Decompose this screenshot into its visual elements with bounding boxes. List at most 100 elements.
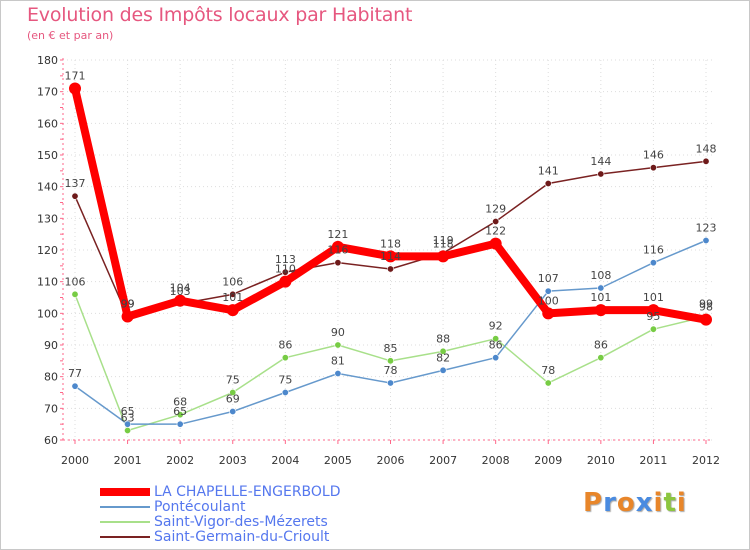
data-point (124, 426, 132, 434)
legend-label: Saint-Vigor-des-Mézerets (154, 514, 328, 530)
data-label: 101 (222, 291, 243, 304)
data-label: 108 (590, 269, 611, 282)
legend-item-saint-germain-du-crioult: Saint-Germain-du-Crioult (100, 529, 430, 545)
data-label: 68 (173, 396, 187, 409)
data-label: 106 (222, 275, 243, 288)
data-label: 104 (170, 282, 191, 295)
data-label: 141 (538, 165, 559, 178)
data-point (386, 265, 394, 273)
data-label: 116 (643, 244, 664, 257)
data-label: 88 (436, 332, 450, 345)
x-tick-label: 2011 (639, 454, 667, 467)
legend-swatch (100, 506, 150, 508)
data-point (492, 218, 500, 226)
data-label: 144 (590, 155, 611, 168)
data-label: 107 (538, 272, 559, 285)
data-label: 86 (489, 339, 503, 352)
data-point (384, 250, 397, 263)
data-point (176, 420, 184, 428)
data-label: 99 (121, 298, 135, 311)
data-label: 78 (541, 364, 555, 377)
data-label: 65 (173, 405, 187, 418)
y-tick-label: 100 (37, 307, 58, 320)
data-point (281, 388, 289, 396)
x-tick-label: 2007 (429, 454, 457, 467)
data-label: 65 (121, 405, 135, 418)
data-label: 116 (327, 244, 348, 257)
data-label: 113 (275, 253, 296, 266)
data-point (647, 304, 660, 317)
data-point (597, 354, 605, 362)
data-label: 98 (699, 301, 713, 314)
legend-label: Saint-Germain-du-Crioult (154, 529, 330, 545)
data-point (71, 192, 79, 200)
y-tick-label: 130 (37, 212, 58, 225)
data-point (437, 250, 450, 263)
logo-letter: t (663, 488, 677, 518)
y-tick-label: 170 (37, 86, 58, 99)
data-point (229, 290, 237, 298)
data-label: 75 (226, 374, 240, 387)
data-label: 101 (643, 291, 664, 304)
data-point (334, 259, 342, 267)
y-tick-label: 70 (44, 402, 58, 415)
logo-letter: P (583, 488, 604, 518)
data-label: 122 (485, 225, 506, 238)
data-point (281, 354, 289, 362)
x-tick-label: 2004 (271, 454, 299, 467)
x-tick-label: 2010 (587, 454, 615, 467)
x-tick-label: 2006 (377, 454, 405, 467)
logo-letter: o (616, 488, 636, 518)
data-label: 85 (384, 342, 398, 355)
data-point (439, 366, 447, 374)
legend-item-pontecoulant: Pontécoulant (100, 499, 430, 515)
data-point (121, 310, 134, 323)
data-label: 114 (380, 250, 401, 263)
data-label: 103 (170, 285, 191, 298)
legend-label: LA CHAPELLE-ENGERBOLD (154, 484, 341, 500)
data-label: 171 (65, 70, 86, 83)
data-label: 123 (696, 222, 717, 235)
data-point (649, 259, 657, 267)
data-label: 63 (121, 412, 135, 425)
data-point (544, 287, 552, 295)
data-label: 119 (433, 234, 454, 247)
x-tick-label: 2005 (324, 454, 352, 467)
data-point (597, 284, 605, 292)
data-point (544, 379, 552, 387)
data-label: 82 (436, 351, 450, 364)
data-point (702, 237, 710, 245)
data-label: 110 (275, 263, 296, 276)
data-point (489, 237, 502, 250)
data-label: 148 (696, 142, 717, 155)
x-tick-label: 2003 (219, 454, 247, 467)
data-label: 146 (643, 149, 664, 162)
line-chart: 60 70 80 90 100 110 120 130 140 150 160 170 180 2000 2… (37, 54, 720, 467)
x-tick-label: 2002 (166, 454, 194, 467)
y-tick-label: 80 (44, 371, 58, 384)
data-point (544, 180, 552, 188)
data-label: 101 (590, 291, 611, 304)
data-point (229, 388, 237, 396)
data-label: 78 (384, 364, 398, 377)
y-tick-label: 150 (37, 149, 58, 162)
data-point (700, 313, 712, 326)
y-tick-label: 140 (37, 181, 58, 194)
data-label: 100 (538, 294, 559, 307)
data-label: 90 (331, 326, 345, 339)
data-label: 106 (65, 275, 86, 288)
data-label: 121 (327, 228, 348, 241)
data-point (702, 157, 710, 165)
data-label: 86 (594, 339, 608, 352)
chart-title: Evolution des Impôts locaux par Habitant (27, 4, 413, 26)
x-tick-label: 2008 (482, 454, 510, 467)
logo-letter: i (676, 488, 687, 518)
data-point (176, 411, 184, 419)
data-point (386, 357, 394, 365)
legend-item-la-chapelle-engerbold: LA CHAPELLE-ENGERBOLD (100, 484, 430, 500)
x-tick-label: 2009 (534, 454, 562, 467)
legend-item-saint-vigor-des-mezerets: Saint-Vigor-des-Mézerets (100, 514, 430, 530)
chart-subtitle: (en € et par an) (27, 29, 114, 42)
legend-swatch (100, 488, 150, 496)
data-point (492, 354, 500, 362)
